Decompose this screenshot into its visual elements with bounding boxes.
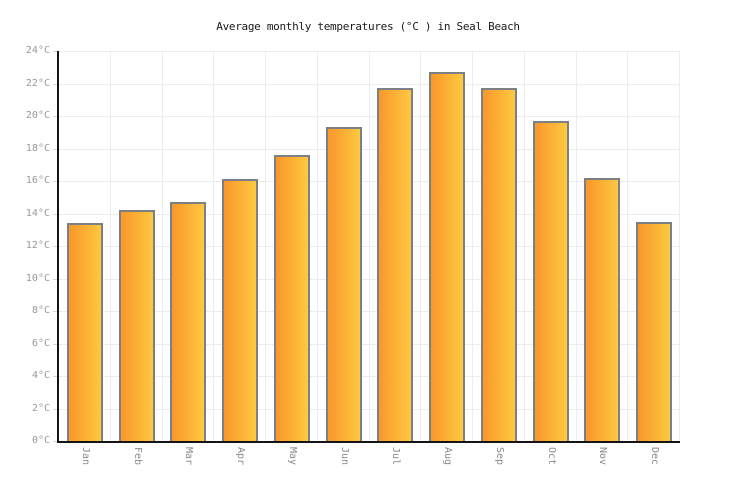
- h-gridline: [59, 51, 680, 52]
- v-gridline: [420, 51, 422, 441]
- y-tick-label: 6°C: [31, 337, 50, 349]
- h-gridline: [59, 148, 680, 150]
- bar-jul: [377, 88, 414, 441]
- y-tick-label: 18°C: [25, 142, 50, 154]
- x-tick-label-dec: Dec: [649, 447, 661, 466]
- y-tick-label: 24°C: [25, 45, 50, 56]
- y-tick-label: 4°C: [31, 370, 50, 381]
- bar-jan: [66, 223, 103, 441]
- y-tick-mark: [53, 181, 57, 182]
- y-tick-label: 20°C: [25, 110, 50, 121]
- y-tick-mark: [53, 376, 57, 377]
- x-tick-label-mar: Mar: [183, 447, 195, 466]
- v-gridline: [161, 51, 163, 441]
- bar-may: [273, 155, 310, 441]
- plot-area: [57, 51, 680, 443]
- v-gridline: [109, 51, 111, 441]
- x-tick-label-sep: Sep: [493, 447, 505, 466]
- x-tick-label-jan: Jan: [79, 447, 91, 466]
- x-tick-label-apr: Apr: [235, 447, 247, 466]
- y-tick-mark: [53, 278, 57, 280]
- bar-aug: [429, 72, 466, 441]
- v-gridline: [575, 51, 577, 441]
- h-gridline: [59, 83, 680, 85]
- h-gridline: [59, 213, 680, 215]
- y-tick-mark: [53, 148, 57, 150]
- y-tick-mark: [53, 441, 57, 442]
- y-tick-mark: [53, 408, 57, 410]
- bar-oct: [532, 120, 569, 441]
- x-tick-label-may: May: [286, 447, 298, 466]
- y-tick-label: 22°C: [25, 77, 50, 89]
- v-gridline: [368, 51, 370, 441]
- x-tick-label-nov: Nov: [597, 447, 609, 466]
- h-gridline: [59, 408, 680, 410]
- y-tick-mark: [53, 51, 57, 52]
- v-gridline: [213, 51, 215, 441]
- h-gridline: [59, 376, 680, 377]
- y-tick-label: 0°C: [31, 435, 50, 446]
- y-tick-mark: [53, 311, 57, 312]
- h-gridline: [59, 246, 680, 247]
- h-gridline: [59, 343, 680, 345]
- bar-sep: [480, 88, 517, 441]
- y-tick-label: 8°C: [31, 305, 50, 316]
- bar-nov: [584, 177, 621, 441]
- bar-dec: [636, 221, 673, 441]
- y-tick-mark: [53, 83, 57, 85]
- v-gridline: [627, 51, 629, 441]
- x-tick-label-jul: Jul: [390, 447, 402, 466]
- v-gridline: [523, 51, 525, 441]
- y-tick-label: 10°C: [25, 272, 50, 284]
- x-tick-label-feb: Feb: [131, 447, 143, 466]
- y-tick-mark: [53, 116, 57, 117]
- h-gridline: [59, 116, 680, 117]
- v-gridline: [316, 51, 318, 441]
- y-tick-label: 12°C: [25, 240, 50, 251]
- y-tick-mark: [53, 343, 57, 345]
- bar-apr: [222, 179, 259, 441]
- y-tick-label: 2°C: [31, 402, 50, 414]
- x-tick-label-jun: Jun: [338, 447, 350, 466]
- y-tick-label: 14°C: [25, 207, 50, 219]
- v-gridline: [679, 51, 680, 441]
- h-gridline: [59, 278, 680, 280]
- y-tick-mark: [53, 213, 57, 215]
- x-tick-label-oct: Oct: [545, 447, 557, 466]
- h-gridline: [59, 311, 680, 312]
- y-tick-label: 16°C: [25, 175, 50, 186]
- x-tick-label-aug: Aug: [442, 447, 454, 466]
- h-gridline: [59, 181, 680, 182]
- y-tick-mark: [53, 246, 57, 247]
- bar-feb: [118, 210, 155, 441]
- bar-mar: [170, 202, 207, 441]
- v-gridline: [265, 51, 266, 441]
- bar-jun: [325, 127, 362, 441]
- v-gridline: [472, 51, 473, 441]
- chart-title: Average monthly temperatures (°C ) in Se…: [216, 20, 520, 33]
